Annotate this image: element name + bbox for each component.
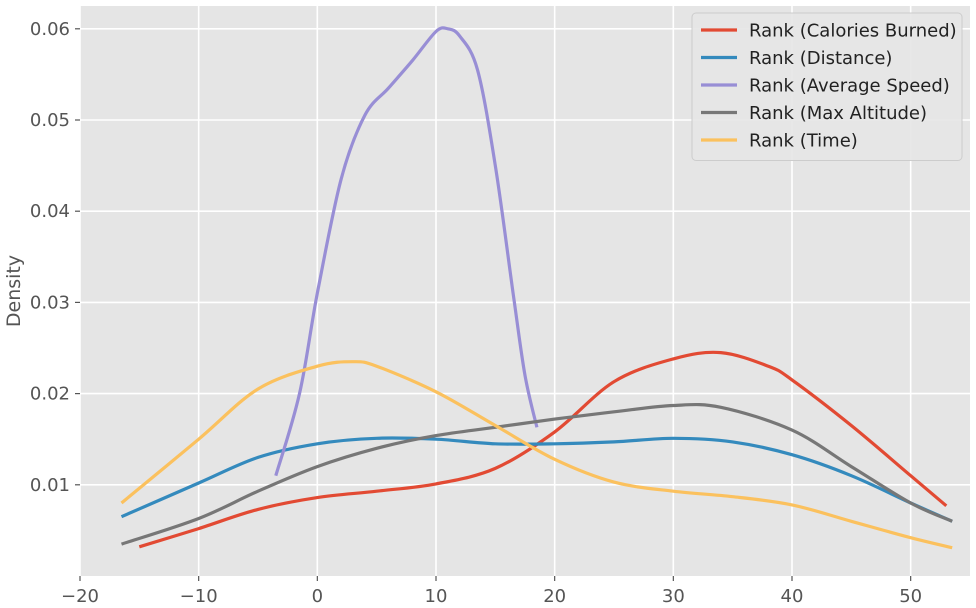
x-tick-label: 30 <box>662 586 685 607</box>
x-tick-label: 10 <box>425 586 448 607</box>
legend-label: Rank (Average Speed) <box>749 76 950 97</box>
series-line-4 <box>120 402 953 546</box>
y-tick-label: 0.03 <box>30 292 70 313</box>
series-line-5 <box>120 360 953 550</box>
legend-label: Rank (Calories Burned) <box>749 21 957 42</box>
series-line-2 <box>120 436 953 523</box>
y-tick-label: 0.05 <box>30 110 70 131</box>
legend-label: Rank (Max Altitude) <box>749 103 927 124</box>
series-line-1 <box>138 350 948 549</box>
legend: Rank (Calories Burned) Rank (Distance) Ran… <box>691 12 963 161</box>
y-axis-ticks: 0.01 0.02 0.03 0.04 0.05 0.06 <box>30 19 80 496</box>
x-axis-ticks: −20 −10 0 10 20 30 40 50 <box>61 576 922 607</box>
series-lines <box>120 26 953 550</box>
y-tick-label: 0.06 <box>30 19 70 40</box>
legend-item: Rank (Calories Burned) <box>701 21 957 42</box>
legend-label: Rank (Time) <box>749 131 858 152</box>
y-tick-label: 0.02 <box>30 384 70 405</box>
x-tick-label: 40 <box>781 586 804 607</box>
x-tick-label: 20 <box>543 586 566 607</box>
x-tick-label: 50 <box>899 586 922 607</box>
y-axis-label: Density <box>3 255 25 327</box>
legend-item: Rank (Max Altitude) <box>701 103 927 124</box>
y-tick-label: 0.04 <box>30 201 70 222</box>
x-tick-label: −10 <box>180 586 218 607</box>
x-tick-label: −20 <box>61 586 99 607</box>
legend-item: Rank (Distance) <box>701 48 892 69</box>
legend-label: Rank (Distance) <box>749 48 892 69</box>
legend-box <box>691 12 963 161</box>
legend-item: Rank (Average Speed) <box>701 76 950 97</box>
series-line-3 <box>274 26 539 477</box>
y-tick-label: 0.01 <box>30 475 70 496</box>
x-tick-label: 0 <box>312 586 323 607</box>
legend-item: Rank (Time) <box>701 131 858 152</box>
